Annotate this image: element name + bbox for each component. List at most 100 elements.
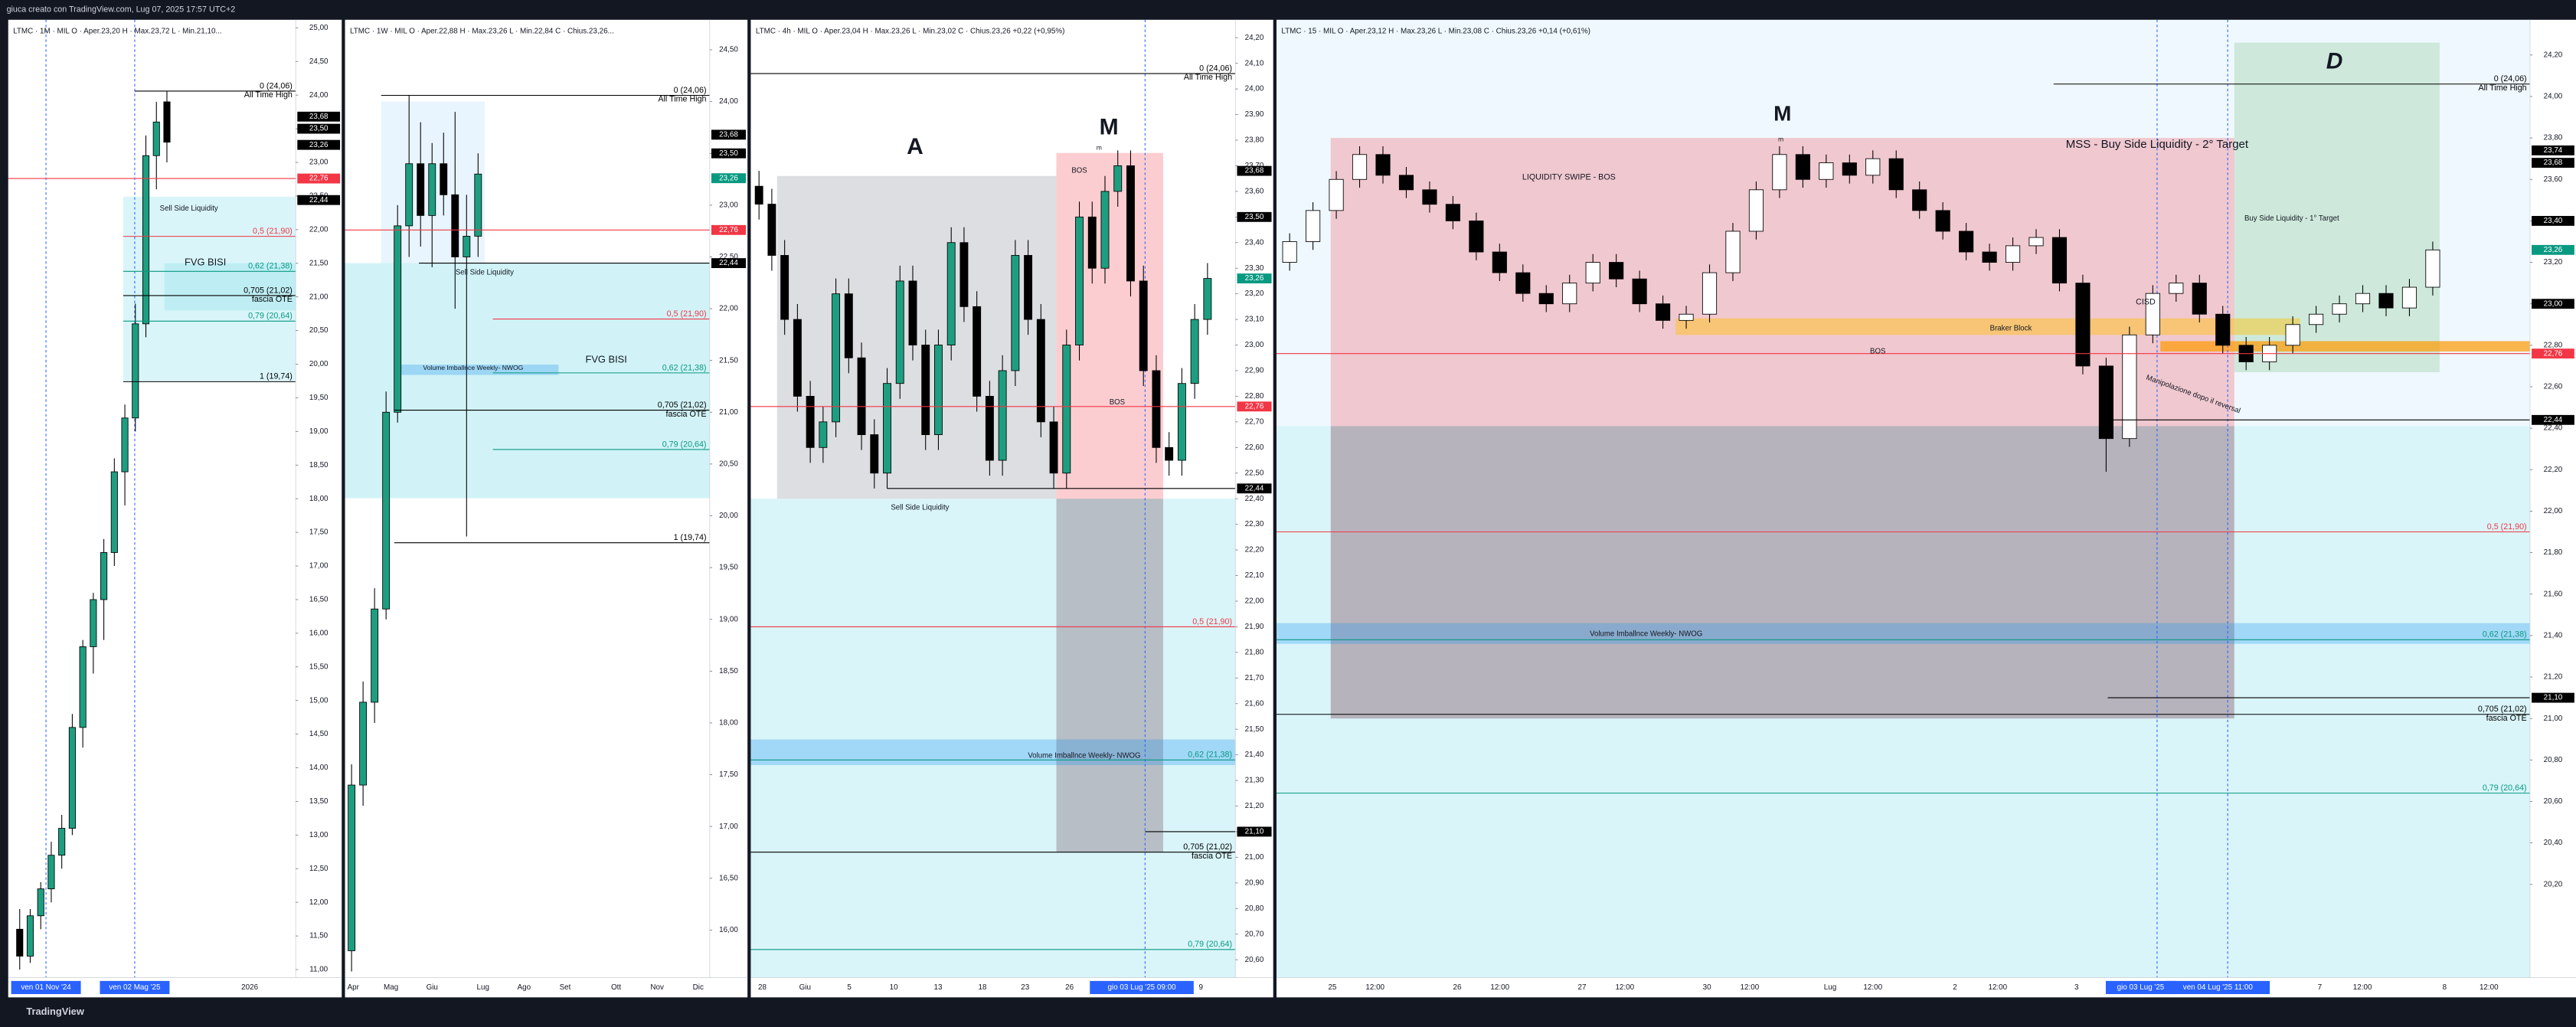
price-tag <box>711 224 747 235</box>
y-tick-label: 15,00 <box>309 696 329 705</box>
y-tick-label: 21,00 <box>309 293 329 301</box>
y-tick-label: 23,40 <box>1245 238 1264 247</box>
price-tag-label: 23,68 <box>719 131 738 139</box>
x-tick-label: Lug <box>477 983 489 992</box>
zone <box>345 263 710 499</box>
candle-body <box>371 608 379 703</box>
level-label: 0,79 (20,64) <box>2483 783 2527 793</box>
candle-body <box>1842 162 1857 176</box>
level-label: 0,79 (20,64) <box>662 440 707 449</box>
panel <box>750 19 1273 998</box>
level-label: 0,79 (20,64) <box>1188 940 1232 949</box>
candle-body <box>2028 237 2044 247</box>
y-tick-label: 19,00 <box>719 615 738 623</box>
candle-body <box>2122 334 2137 440</box>
x-tick-label: 10 <box>890 983 898 992</box>
price-tag <box>2532 348 2574 359</box>
level-label: 0,705 (21,02) <box>1183 842 1232 852</box>
candle-body <box>767 204 776 256</box>
y-tick-label: 24,00 <box>309 91 329 100</box>
zone <box>750 739 1236 765</box>
panel <box>8 19 342 998</box>
y-tick-label: 20,70 <box>1245 930 1264 938</box>
y-tick-label: 12,50 <box>309 865 329 873</box>
zone <box>1330 426 2234 719</box>
candle-body <box>1445 204 1460 221</box>
candle-body <box>1865 158 1881 176</box>
y-tick-label: 20,00 <box>719 512 738 520</box>
price-tag <box>2532 158 2574 168</box>
candle-body <box>440 163 448 195</box>
candle-body <box>1982 251 1997 263</box>
annotation: BOS <box>1071 167 1087 175</box>
candle-body <box>1515 272 1531 294</box>
y-tick-label: 20,60 <box>2544 797 2563 806</box>
y-tick-label: 24,00 <box>2544 93 2563 101</box>
zone <box>1276 426 2530 978</box>
candle-body <box>1562 283 1577 305</box>
candle-body <box>2075 283 2091 367</box>
zone <box>1276 623 2530 644</box>
candle-body <box>47 855 55 890</box>
y-tick-label: 24,20 <box>1245 34 1264 42</box>
x-tick-label: 12:00 <box>1615 983 1634 992</box>
price-tag-label: 22,76 <box>2544 349 2563 358</box>
price-tag <box>1237 401 1272 412</box>
price-tag-label: 22,76 <box>309 175 329 183</box>
x-tick-label: 3 <box>2074 983 2079 992</box>
x-tick-label: gio 03 Lug '25 09:00 <box>1108 983 1177 992</box>
candle-body <box>394 225 402 413</box>
zone <box>1276 19 2530 427</box>
x-tick-label: 26 <box>1065 983 1074 992</box>
x-tick-label: 25 <box>1328 983 1336 992</box>
x-tick-label: 12:00 <box>1863 983 1882 992</box>
x-tick-label: 27 <box>1578 983 1587 992</box>
level-label: 0,62 (21,38) <box>248 262 293 271</box>
y-tick-label: 22,40 <box>1245 495 1264 503</box>
annotation: MSS - Buy Side Liquidity - 2° Target <box>2066 138 2249 151</box>
candle-body <box>946 242 956 345</box>
y-tick-label: 22,40 <box>2544 424 2563 433</box>
candle-body <box>1609 262 1624 280</box>
y-tick-label: 22,60 <box>2544 383 2563 391</box>
candle-body <box>1329 178 1344 211</box>
annotation: FVG BISI <box>185 257 226 268</box>
y-tick-label: 23,10 <box>1245 316 1264 324</box>
annotation: Volume Imballnce Weekly- NWOG <box>423 364 523 371</box>
level-label: 0,62 (21,38) <box>1188 751 1232 760</box>
candle-body <box>100 552 108 600</box>
candle-body <box>58 828 66 856</box>
candle-body <box>1469 220 1484 253</box>
candle-body <box>90 599 97 647</box>
y-tick-label: 21,00 <box>1245 853 1264 862</box>
candle-body <box>16 928 24 957</box>
candle-body <box>832 293 841 423</box>
y-tick-label: 22,80 <box>1245 392 1264 401</box>
y-tick-label: 22,60 <box>1245 443 1264 452</box>
candle-body <box>1024 255 1033 320</box>
candle-body <box>1702 272 1718 315</box>
x-tick-label: Mag <box>384 983 398 992</box>
price-tag <box>1237 211 1272 222</box>
x-tick-label: ven 01 Nov '24 <box>21 983 71 992</box>
level-label: 0,79 (20,64) <box>248 312 293 321</box>
candle-body <box>754 185 763 205</box>
annotation: M <box>1773 102 1791 126</box>
candle-body <box>382 411 391 610</box>
level-label: 0,705 (21,02) <box>2478 705 2527 714</box>
y-tick-label: 22,80 <box>2544 341 2563 349</box>
candle-body <box>1795 154 1810 180</box>
time-highlight <box>100 980 170 995</box>
y-tick-label: 23,80 <box>1245 136 1264 145</box>
y-tick-label: 24,00 <box>1245 85 1264 93</box>
price-tag-label: 23,40 <box>2544 217 2563 225</box>
x-tick-label: Lug <box>1824 983 1836 992</box>
candle-body <box>348 784 356 951</box>
y-tick-label: 11,00 <box>309 966 328 974</box>
y-tick-label: 23,60 <box>2544 175 2563 184</box>
x-tick-label: 18 <box>978 983 986 992</box>
candle-body <box>132 323 139 419</box>
y-tick-label: 15,50 <box>309 662 329 671</box>
y-tick-label: 22,00 <box>2544 507 2563 515</box>
